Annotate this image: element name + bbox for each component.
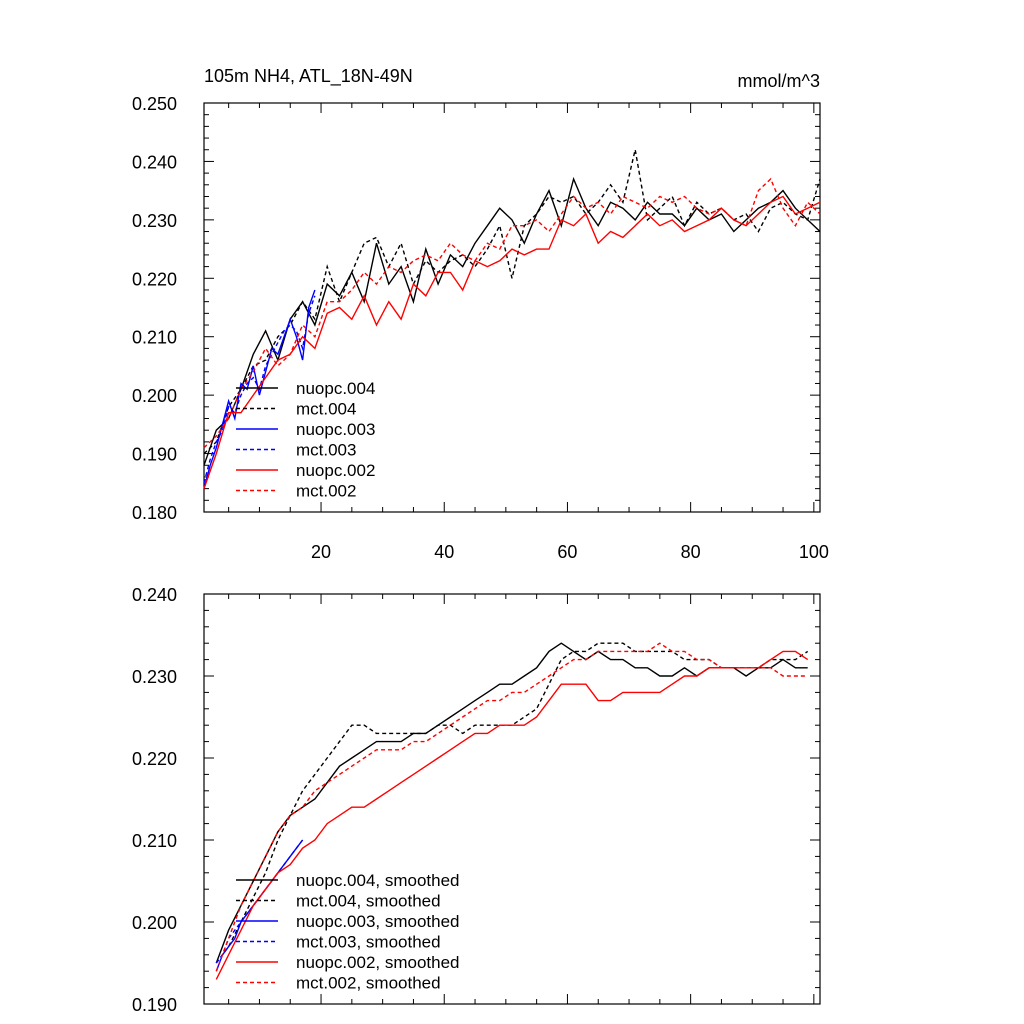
legend-label: nuopc.002 [296, 461, 375, 480]
y-tick-label: 0.180 [132, 503, 177, 523]
series-line-nuopc-002-smoothed [215, 650, 809, 980]
units-label: mmol/m^3 [738, 71, 820, 91]
x-tick-label: 80 [681, 542, 701, 562]
legend-label: nuopc.004, smoothed [296, 871, 460, 890]
series-line-nuopc-003-smoothed [215, 839, 304, 972]
chart-title: 105m NH4, ATL_18N-49N [204, 66, 413, 87]
legend-label: mct.002, smoothed [296, 974, 441, 993]
top-panel: 105m NH4, ATL_18N-49N mmol/m^3 20 40 60 80 1… [132, 66, 829, 562]
legend-label: mct.004, smoothed [296, 892, 441, 911]
y-tick-label: 0.210 [132, 831, 177, 851]
y-tick-label: 0.230 [132, 211, 177, 231]
y-tick-label: 0.230 [132, 667, 177, 687]
legend-label: mct.002 [296, 482, 356, 501]
legend-label: mct.003 [296, 441, 356, 460]
plot-frame-2 [203, 593, 821, 1005]
series-line-nuopc-004 [203, 176, 821, 466]
y-tick-label: 0.240 [132, 585, 177, 605]
y-tick-label: 0.200 [132, 386, 177, 406]
legend-label: nuopc.003, smoothed [296, 912, 460, 931]
series-line-nuopc-003 [203, 289, 316, 489]
legend-label: mct.004 [296, 400, 356, 419]
y-tick-label: 0.200 [132, 913, 177, 933]
y-tick-label: 0.220 [132, 269, 177, 289]
y-tick-label: 0.240 [132, 152, 177, 172]
series-line-mct-004 [203, 149, 821, 455]
plot-frame-1 [203, 102, 821, 513]
series-line-nuopc-002 [203, 195, 821, 489]
series-line-mct-002-smoothed [215, 642, 808, 972]
bottom-panel: 0.190 0.200 0.210 0.220 0.230 0.240 nuopc.004,… [132, 585, 821, 1015]
legend-label: nuopc.004 [296, 379, 375, 398]
y-tick-label: 0.190 [132, 995, 177, 1015]
legend-label: nuopc.002, smoothed [296, 953, 460, 972]
y-tick-label: 0.210 [132, 328, 177, 348]
series-line-mct-003 [203, 295, 316, 483]
y-tick-label: 0.190 [132, 445, 177, 465]
x-tick-label: 60 [557, 542, 577, 562]
legend-label: mct.003, smoothed [296, 933, 441, 952]
legend-label: nuopc.003 [296, 420, 375, 439]
x-tick-label: 100 [799, 542, 829, 562]
x-tick-label: 20 [311, 542, 331, 562]
y-tick-label: 0.250 [132, 94, 177, 114]
x-tick-label: 40 [434, 542, 454, 562]
y-tick-label: 0.220 [132, 749, 177, 769]
